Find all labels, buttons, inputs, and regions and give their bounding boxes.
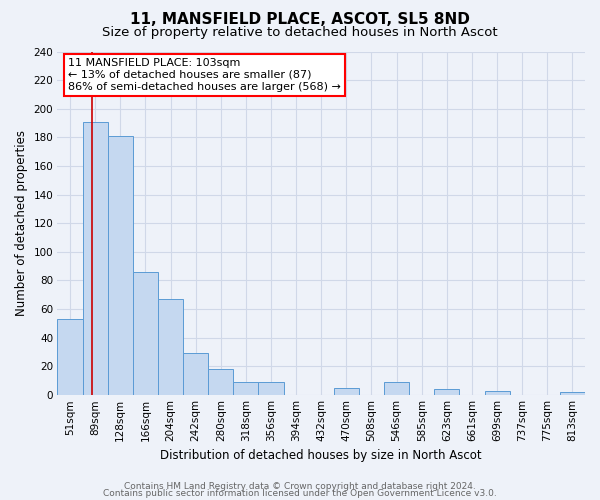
Bar	[58, 319, 83, 395]
Bar	[334, 388, 359, 395]
Bar	[108, 136, 133, 395]
Text: Contains public sector information licensed under the Open Government Licence v3: Contains public sector information licen…	[103, 489, 497, 498]
Bar	[259, 382, 284, 395]
Y-axis label: Number of detached properties: Number of detached properties	[15, 130, 28, 316]
Bar	[83, 122, 108, 395]
Text: Contains HM Land Registry data © Crown copyright and database right 2024.: Contains HM Land Registry data © Crown c…	[124, 482, 476, 491]
Text: 11 MANSFIELD PLACE: 103sqm
← 13% of detached houses are smaller (87)
86% of semi: 11 MANSFIELD PLACE: 103sqm ← 13% of deta…	[68, 58, 341, 92]
Bar	[158, 299, 183, 395]
Bar	[233, 382, 259, 395]
Bar	[560, 392, 585, 395]
Bar	[485, 390, 509, 395]
Bar	[434, 389, 460, 395]
Bar	[384, 382, 409, 395]
Text: Size of property relative to detached houses in North Ascot: Size of property relative to detached ho…	[102, 26, 498, 39]
Bar	[133, 272, 158, 395]
Bar	[208, 369, 233, 395]
X-axis label: Distribution of detached houses by size in North Ascot: Distribution of detached houses by size …	[160, 450, 482, 462]
Text: 11, MANSFIELD PLACE, ASCOT, SL5 8ND: 11, MANSFIELD PLACE, ASCOT, SL5 8ND	[130, 12, 470, 28]
Bar	[183, 354, 208, 395]
